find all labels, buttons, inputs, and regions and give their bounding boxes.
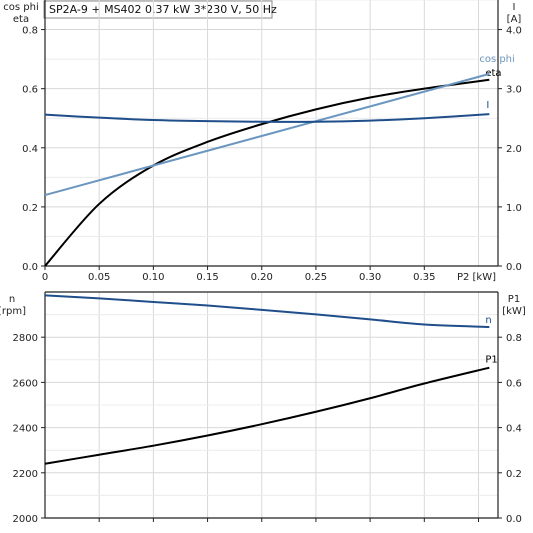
right-tick-label: 0.2 [506, 469, 522, 480]
x-tick-label: 0.25 [305, 272, 327, 283]
chart-title: SP2A-9 + MS402 0.37 kW 3*230 V, 50 Hz [49, 3, 277, 16]
left-tick-label: 2800 [13, 333, 38, 344]
right-tick-label: 0.6 [506, 378, 522, 389]
left-tick-label: 2200 [13, 469, 38, 480]
series-line-eta [44, 78, 490, 267]
left-tick-label: 2600 [13, 378, 38, 389]
right-axis-label: I [513, 2, 516, 13]
series-line-I [44, 113, 490, 123]
right-tick-label: 3.0 [506, 85, 522, 96]
right-tick-label: 0.0 [506, 262, 522, 273]
right-tick-label: 0.4 [506, 424, 522, 435]
left-tick-label: 2000 [13, 514, 38, 525]
right-axis-label: P1 [508, 294, 520, 305]
left-axis-label: eta [13, 14, 29, 25]
right-tick-label: 1.0 [506, 203, 522, 214]
left-tick-label: 0.0 [22, 262, 38, 273]
x-tick-label: 0.10 [142, 272, 164, 283]
x-tick-label: 0 [42, 272, 48, 283]
left-axis-label: n [9, 294, 15, 305]
bottom-plot: 200022002400260028000.00.20.40.60.8n[rpm… [0, 291, 526, 525]
right-tick-label: 4.0 [506, 26, 522, 37]
right-axis-label: [kW] [502, 306, 526, 317]
x-tick-label: 0.30 [359, 272, 381, 283]
left-tick-label: 0.6 [22, 85, 38, 96]
left-tick-label: 2400 [13, 424, 38, 435]
x-tick-label: 0.20 [251, 272, 273, 283]
series-label-eta: eta [485, 68, 501, 79]
x-tick-label: 0.35 [413, 272, 435, 283]
left-axis-label: cos phi [3, 2, 38, 13]
x-axis-label: P2 [kW] [457, 272, 496, 283]
right-axis-label: [A] [507, 14, 522, 25]
series-label-n: n [485, 315, 491, 326]
right-tick-label: 0.0 [506, 514, 522, 525]
left-tick-label: 0.2 [22, 203, 38, 214]
series-label-P1: P1 [485, 355, 497, 366]
x-tick-label: 0.05 [88, 272, 110, 283]
top-plot: 0.0 0.2 0.4 0.6 0.8 0.0 1.0 2.0 3.0 4.0 0 0.05 0.10 0… [3, 0, 522, 283]
left-axis-label: [rpm] [0, 306, 26, 317]
right-tick-label: 2.0 [506, 144, 522, 155]
x-tick-label: 0.15 [196, 272, 218, 283]
series-label-cos-phi: cos phi [479, 54, 514, 65]
left-tick-label: 0.4 [22, 144, 38, 155]
series-line-n [44, 294, 490, 329]
title-box [43, 0, 273, 19]
left-tick-label: 0.8 [22, 26, 38, 37]
series-line-cos-phi [44, 72, 490, 197]
series-label-I: I [486, 100, 489, 111]
right-tick-label: 0.8 [506, 333, 522, 344]
series-line-P1 [44, 366, 490, 465]
